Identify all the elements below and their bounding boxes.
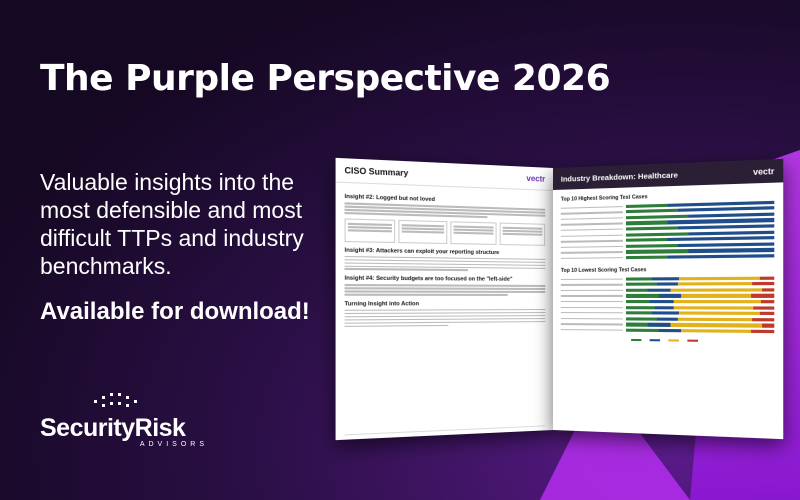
chart-row	[560, 275, 775, 281]
page-header: Industry Breakdown: Healthcare vectr	[553, 158, 784, 190]
vectr-logo: vectr	[753, 166, 775, 177]
chart-row	[560, 327, 775, 334]
chart-row	[560, 293, 775, 298]
lowest-scoring-chart	[553, 275, 783, 334]
brand-name: SecurityRisk	[40, 414, 186, 442]
vectr-logo: vectr	[526, 173, 546, 184]
chart-legend	[553, 338, 783, 343]
chart-row	[560, 299, 775, 304]
chart-row	[560, 287, 775, 292]
report-page-right: Industry Breakdown: Healthcare vectr Top…	[553, 158, 784, 440]
brand-logo: SecurityRisk ADVISORS	[40, 392, 240, 448]
insight-heading: Insight #4: Security budgets are too foc…	[344, 275, 513, 283]
chart-title: Top 10 Lowest Scoring Test Cases	[560, 267, 647, 274]
page-section-title: CISO Summary	[344, 165, 409, 178]
subheadline: Valuable insights into the most defensib…	[40, 169, 304, 279]
brand-tagline: ADVISORS	[139, 441, 208, 448]
stat-box	[449, 220, 497, 245]
highest-scoring-chart	[553, 199, 783, 260]
stat-box	[344, 217, 395, 243]
report-page-left: CISO Summary vectr Insight #2: Logged bu…	[335, 157, 553, 441]
stat-box	[398, 219, 447, 244]
headline: The Purple Perspective 2026	[40, 58, 611, 99]
stat-box	[499, 222, 546, 246]
chart-row	[560, 281, 775, 287]
page-section-title: Industry Breakdown: Healthcare	[560, 169, 678, 184]
download-cta[interactable]: Available for download!	[40, 298, 310, 325]
chart-row	[560, 305, 775, 310]
insight-heading: Turning Insight into Action	[344, 300, 420, 308]
page-body: Insight #2: Logged but not loved Insight…	[336, 183, 553, 334]
stat-boxes	[344, 217, 546, 246]
logo-dots-icon	[94, 393, 137, 407]
